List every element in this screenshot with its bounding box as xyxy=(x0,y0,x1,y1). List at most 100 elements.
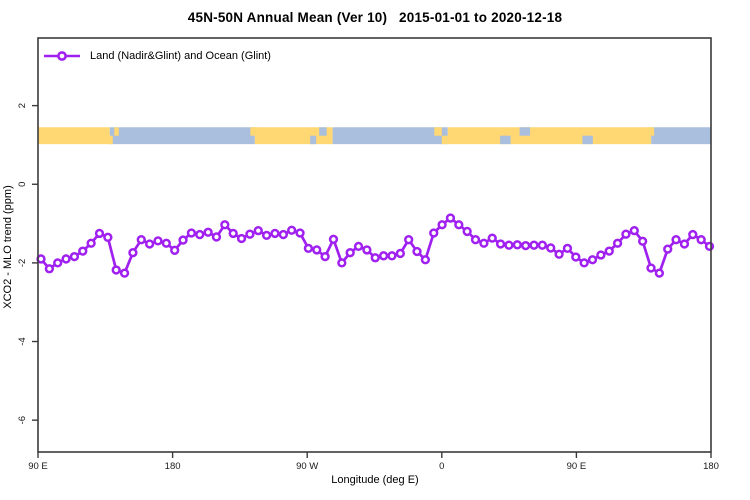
legend-label: Land (Nadir&Glint) and Ocean (Glint) xyxy=(90,50,271,62)
y-axis-title: XCO2 - MLO trend (ppm) xyxy=(2,185,14,309)
data-point-marker xyxy=(387,251,397,261)
data-point-marker xyxy=(663,244,673,254)
data-point-marker xyxy=(479,238,489,248)
data-point-marker xyxy=(69,251,80,262)
data-point-marker xyxy=(153,236,163,246)
data-point-marker xyxy=(671,235,681,245)
data-point-marker xyxy=(186,228,197,238)
data-point-marker xyxy=(554,249,564,259)
data-point-marker xyxy=(253,225,263,236)
data-point-marker xyxy=(195,229,205,240)
data-point-marker xyxy=(370,253,380,263)
land-band-segment xyxy=(447,127,652,145)
data-point-marker xyxy=(629,225,639,236)
land-band-segment xyxy=(38,127,110,145)
x-axis-title: Longitude (deg E) xyxy=(331,474,419,486)
data-point-marker xyxy=(144,239,155,249)
data-point-marker xyxy=(78,246,88,256)
land-band-speckle xyxy=(250,127,257,136)
ocean-band-segment xyxy=(651,127,711,145)
data-point-marker xyxy=(236,233,247,244)
y-tick-label: -6 xyxy=(17,416,28,424)
data-point-marker xyxy=(320,251,330,262)
data-point-marker xyxy=(546,243,556,253)
y-tick-label: 0 xyxy=(17,182,28,187)
data-point-marker xyxy=(487,233,497,243)
data-point-marker xyxy=(596,250,606,260)
x-tick-label: 90 E xyxy=(567,461,587,472)
data-point-marker xyxy=(203,227,213,237)
ocean-band-segment xyxy=(109,127,255,145)
data-point-marker xyxy=(53,258,63,268)
data-point-marker xyxy=(303,243,314,253)
y-tick-label: -2 xyxy=(17,259,28,267)
data-point-marker xyxy=(337,258,347,268)
data-point-marker xyxy=(537,240,548,250)
data-line xyxy=(39,216,711,275)
data-point-marker xyxy=(245,229,255,239)
data-point-marker xyxy=(521,240,531,251)
data-point-marker xyxy=(278,229,288,240)
data-point-marker xyxy=(211,232,222,242)
data-point-marker xyxy=(136,235,146,245)
data-point-marker xyxy=(128,248,138,258)
data-point-marker xyxy=(470,235,481,245)
data-point-marker xyxy=(170,245,180,255)
land-band-speckle xyxy=(441,135,448,145)
data-point-marker xyxy=(587,255,598,265)
data-point-marker xyxy=(646,263,656,273)
land-band-speckle xyxy=(106,135,113,145)
ocean-band-speckle xyxy=(319,127,327,136)
data-point-marker xyxy=(688,229,698,240)
data-point-marker xyxy=(312,245,322,255)
y-tick-label: -4 xyxy=(17,337,28,345)
land-band-speckle xyxy=(434,127,442,136)
data-point-marker xyxy=(621,229,631,239)
data-point-marker xyxy=(604,246,614,256)
data-point-marker xyxy=(362,245,372,255)
data-point-marker xyxy=(119,268,130,278)
data-point-marker xyxy=(571,252,581,262)
data-point-marker xyxy=(412,246,422,257)
data-point-marker xyxy=(612,238,623,248)
data-point-marker xyxy=(103,232,113,242)
data-point-marker xyxy=(429,228,439,238)
data-point-marker xyxy=(178,235,188,245)
data-point-marker xyxy=(295,228,305,238)
data-point-marker xyxy=(378,251,389,261)
data-point-marker xyxy=(437,220,447,230)
data-point-marker xyxy=(404,235,414,245)
data-point-marker xyxy=(328,234,339,244)
data-point-marker xyxy=(287,225,297,235)
data-point-marker xyxy=(94,228,105,239)
data-point-marker xyxy=(353,241,364,252)
data-point-marker xyxy=(504,240,514,250)
data-point-marker xyxy=(395,248,405,259)
data-point-marker xyxy=(111,265,121,275)
ocean-band-speckle xyxy=(582,135,593,145)
data-point-marker xyxy=(579,258,589,268)
data-point-marker xyxy=(562,243,573,253)
data-point-marker xyxy=(638,236,648,246)
land-band-speckle xyxy=(114,127,119,136)
data-point-marker xyxy=(462,226,472,237)
x-tick-label: 180 xyxy=(703,461,719,472)
ocean-band-speckle xyxy=(500,135,511,145)
data-point-marker xyxy=(61,254,71,264)
y-tick-label: 2 xyxy=(17,103,28,108)
data-point-marker xyxy=(512,240,522,250)
legend: Land (Nadir&Glint) and Ocean (Glint) xyxy=(44,50,271,62)
data-point-marker xyxy=(220,220,230,230)
data-point-marker xyxy=(86,238,96,248)
data-point-marker xyxy=(654,268,665,278)
legend-line-marker-icon xyxy=(44,51,80,61)
ocean-band-speckle xyxy=(310,135,317,145)
data-point-marker xyxy=(345,248,355,258)
ocean-band-segment xyxy=(332,127,448,145)
plot-border-box xyxy=(37,37,712,453)
ocean-band-speckle xyxy=(519,127,531,136)
data-point-marker xyxy=(44,264,54,274)
data-point-marker xyxy=(529,240,539,250)
x-tick-label: 90 E xyxy=(28,461,48,472)
